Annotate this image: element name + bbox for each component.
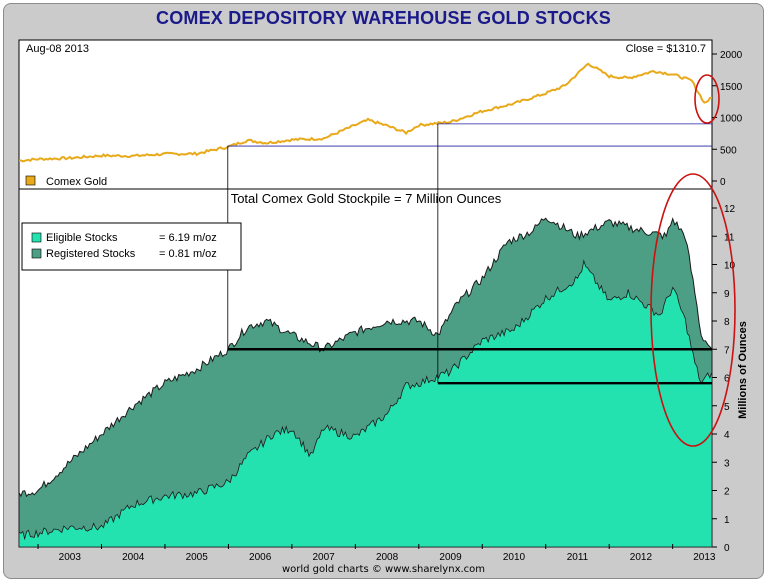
year-tick-label: 2012 [630,552,653,563]
close-label: Close = $1310.7 [626,43,706,55]
stockpile-subtitle: Total Comex Gold Stockpile = 7 Million O… [231,191,502,206]
stocks-tick-label: 1 [724,515,730,526]
eligible-legend-value: = 6.19 m/oz [159,232,217,244]
date-label: Aug-08 2013 [26,43,89,55]
gold-tick-label: 1000 [720,114,743,125]
registered-legend-swatch [31,248,42,259]
stocks-tick-label: 12 [724,204,736,215]
stocks-annotation-ellipse [650,173,736,447]
stocks-tick-label: 9 [724,289,730,300]
stocks-legend-box [21,222,242,271]
year-tick-label: 2003 [59,552,82,563]
chart-frame: COMEX DEPOSITORY WAREHOUSE GOLD STOCKS 2… [3,3,764,579]
stocks-tick-label: 3 [724,458,730,469]
stocks-tick-label: 4 [724,430,730,441]
stocks-tick-label: 7 [724,345,730,356]
gold-legend-swatch [25,175,36,186]
gold-legend-label: Comex Gold [46,176,107,188]
eligible-stocks-area [18,259,713,548]
gold-annotation-circle [694,74,720,124]
gold-panel [18,39,713,190]
year-tick-label: 2004 [122,552,145,563]
title-bar: COMEX DEPOSITORY WAREHOUSE GOLD STOCKS [4,4,763,32]
registered-legend-value: = 0.81 m/oz [159,248,217,260]
chart-title: COMEX DEPOSITORY WAREHOUSE GOLD STOCKS [156,8,611,28]
stocks-legend: Eligible Stocks = 6.19 m/oz Registered S… [21,222,242,271]
year-tick-label: 2008 [376,552,399,563]
stocks-tick-label: 2 [724,487,730,498]
registered-legend-label: Registered Stocks [46,248,136,260]
gold-tick-label: 2000 [720,50,743,61]
stocks-tick-label: 8 [724,317,730,328]
stocks-plot [18,217,713,548]
stocks-tick-label: 0 [724,543,730,554]
stocks-y-axis-label: Millions of Ounces [737,321,749,419]
gold-tick-label: 1500 [720,82,743,93]
year-tick-label: 2005 [186,552,209,563]
eligible-legend-swatch [31,232,42,243]
year-axis-ticks: 2003 2004 2005 2006 2007 2008 2009 2010 2011 2012… [37,544,716,563]
gold-axis-ticks: 2000 1500 1000 500 0 [712,50,743,188]
stocks-tick-label: 5 [724,402,730,413]
year-tick-label: 2011 [567,552,589,563]
stocks-tick-label: 6 [724,374,730,385]
gold-price-line [18,62,713,163]
stocks-tick-label: 10 [724,261,736,272]
gold-tick-label: 500 [720,145,737,156]
footer-credit: world gold charts © www.sharelynx.com [281,564,486,575]
eligible-legend-label: Eligible Stocks [46,232,118,244]
year-tick-label: 2013 [693,552,716,563]
year-tick-label: 2007 [312,552,335,563]
year-tick-label: 2009 [439,552,462,563]
year-tick-label: 2006 [249,552,272,563]
year-tick-label: 2010 [503,552,526,563]
gold-tick-label: 0 [720,177,726,188]
